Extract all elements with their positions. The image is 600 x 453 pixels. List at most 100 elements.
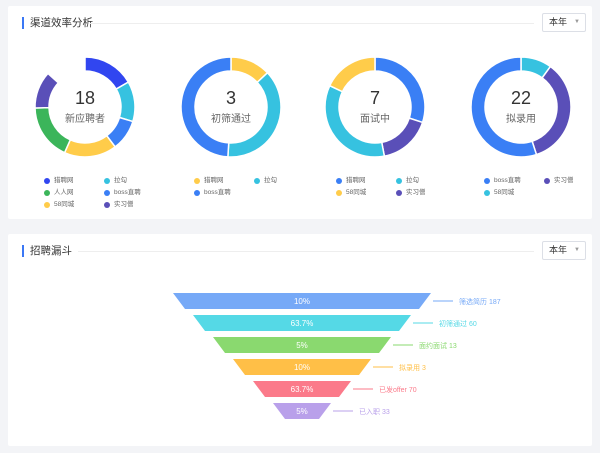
- legend-dot-icon: [336, 190, 342, 196]
- donut-value: 7: [369, 88, 380, 108]
- legend-dot-icon: [336, 178, 342, 184]
- donut-value: 22: [510, 88, 532, 108]
- legend-item[interactable]: 实习僧: [104, 201, 134, 209]
- legend-2: 猎聘网 拉勾 58同城 实习僧: [336, 177, 466, 217]
- donut-slice[interactable]: [84, 56, 130, 91]
- donut-slice[interactable]: [63, 134, 117, 158]
- chevron-down-icon: ▼: [574, 19, 580, 25]
- funnel-stage-label: 已入职 33: [359, 408, 390, 416]
- funnel-stage[interactable]: [193, 315, 411, 331]
- funnel-stage-percent: 5%: [296, 407, 308, 416]
- donut-slice[interactable]: [470, 56, 538, 158]
- legend-1: 猎聘网 拉勾 boss直聘: [194, 177, 324, 217]
- legend-item[interactable]: 58同城: [336, 189, 366, 197]
- funnel-period-select[interactable]: 本年 ▼: [542, 241, 586, 260]
- legend-item[interactable]: 58同城: [44, 201, 74, 209]
- legend-dot-icon: [484, 178, 490, 184]
- legend-0: 猎聘网 拉勾人人网 boss直聘 58同城 实习僧: [44, 177, 174, 217]
- legend-label: 实习僧: [406, 189, 426, 196]
- funnel-stage[interactable]: [233, 359, 371, 375]
- funnel-chart: 10% 筛选简历 187 63.7% 初筛通过 60 5% 面约面试 13 10% 拟录用 3…: [173, 293, 501, 419]
- donut-screen-passed: 3 初筛通过: [176, 52, 286, 162]
- funnel-stage-percent: 63.7%: [291, 319, 314, 328]
- legend-dot-icon: [104, 202, 110, 208]
- legend-label: 实习僧: [554, 177, 574, 184]
- funnel-card-title: 招聘漏斗: [22, 245, 72, 257]
- recruitment-funnel-card: 招聘漏斗 本年 ▼ 10% 筛选简历 187 63.7% 初筛通过 60 5% 面约面试 …: [8, 234, 592, 446]
- funnel-stage-percent: 63.7%: [291, 385, 314, 394]
- legend-label: 实习僧: [114, 201, 134, 208]
- funnel-stage[interactable]: [213, 337, 391, 353]
- legend-label: 猎聘网: [204, 177, 224, 184]
- donut-value: 18: [74, 88, 96, 108]
- donut-slice[interactable]: [531, 65, 572, 156]
- legend-item[interactable]: 拉勾: [104, 177, 127, 185]
- legend-item[interactable]: boss直聘: [194, 189, 231, 197]
- legend-dot-icon: [44, 178, 50, 184]
- legend-item[interactable]: boss直聘: [104, 189, 141, 197]
- legend-item[interactable]: 人人网: [44, 189, 74, 197]
- legend-label: boss直聘: [114, 189, 141, 196]
- funnel-stage[interactable]: [173, 293, 431, 309]
- funnel-stage-label: 面约面试 13: [419, 341, 457, 350]
- donut-value: 3: [225, 88, 236, 108]
- legend-item[interactable]: 实习僧: [544, 177, 574, 185]
- donut-new-applicants: 18 新应聘者: [30, 52, 140, 162]
- funnel-stage-label: 初筛通过 60: [439, 319, 477, 328]
- funnel-stage-label: 已发offer 70: [379, 385, 417, 394]
- donut-label: 面试中: [360, 114, 390, 125]
- legend-label: 58同城: [54, 201, 75, 208]
- donut-slice[interactable]: [328, 56, 376, 93]
- legend-label: 人人网: [54, 189, 74, 196]
- donut-chart-3: [470, 56, 572, 158]
- legend-item[interactable]: 猎聘网: [336, 177, 366, 185]
- funnel-stage[interactable]: [273, 403, 331, 419]
- title-divider: [90, 23, 534, 24]
- legend-label: 拉勾: [114, 177, 127, 184]
- funnel-stage-percent: 5%: [296, 341, 308, 350]
- channel-period-select[interactable]: 本年 ▼: [542, 13, 586, 32]
- legend-item[interactable]: boss直聘: [484, 177, 521, 185]
- legend-item[interactable]: 拉勾: [254, 177, 277, 185]
- funnel-stage-label: 筛选简历 187: [459, 297, 501, 306]
- legend-dot-icon: [44, 190, 50, 196]
- legend-dot-icon: [194, 190, 200, 196]
- legend-dot-icon: [104, 178, 110, 184]
- funnel-stage-label: 拟录用 3: [399, 363, 426, 372]
- donut-to-hire: 22 拟录用: [466, 52, 576, 162]
- legend-item[interactable]: 拉勾: [396, 177, 419, 185]
- legend-item[interactable]: 猎聘网: [44, 177, 74, 185]
- legend-label: 58同城: [346, 189, 367, 196]
- legend-dot-icon: [544, 178, 550, 184]
- legend-item[interactable]: 58同城: [484, 189, 514, 197]
- legend-dot-icon: [396, 190, 402, 196]
- legend-label: 拉勾: [406, 177, 419, 184]
- channel-efficiency-card: 渠道效率分析 本年 ▼ 18 新应聘者 3 初筛通过 7 面试中 22 拟录用 …: [8, 6, 592, 219]
- legend-label: 拉勾: [264, 177, 277, 184]
- funnel-stage-percent: 10%: [294, 363, 310, 372]
- legend-label: boss直聘: [204, 189, 231, 196]
- title-divider: [78, 251, 534, 252]
- donut-chart-0: [34, 56, 136, 158]
- legend-item[interactable]: 猎聘网: [194, 177, 224, 185]
- legend-dot-icon: [254, 178, 260, 184]
- donut-slice[interactable]: [34, 72, 60, 109]
- legend-item[interactable]: 实习僧: [396, 189, 426, 197]
- legend-label: boss直聘: [494, 177, 521, 184]
- legend-label: 猎聘网: [54, 177, 74, 184]
- funnel-period-value: 本年: [549, 245, 568, 255]
- donut-chart-2: [324, 56, 426, 158]
- funnel-stage-percent: 10%: [294, 297, 310, 306]
- funnel-stage[interactable]: [253, 381, 351, 397]
- donut-label: 拟录用: [506, 114, 536, 125]
- donut-chart-1: [180, 56, 282, 158]
- donut-slice[interactable]: [180, 56, 232, 158]
- legend-3: boss直聘 实习僧 58同城: [484, 177, 600, 217]
- legend-dot-icon: [484, 190, 490, 196]
- channel-card-title: 渠道效率分析: [22, 17, 93, 29]
- legend-label: 猎聘网: [346, 177, 366, 184]
- legend-dot-icon: [104, 190, 110, 196]
- legend-dot-icon: [194, 178, 200, 184]
- donut-interviewing: 7 面试中: [320, 52, 430, 162]
- legend-label: 58同城: [494, 189, 515, 196]
